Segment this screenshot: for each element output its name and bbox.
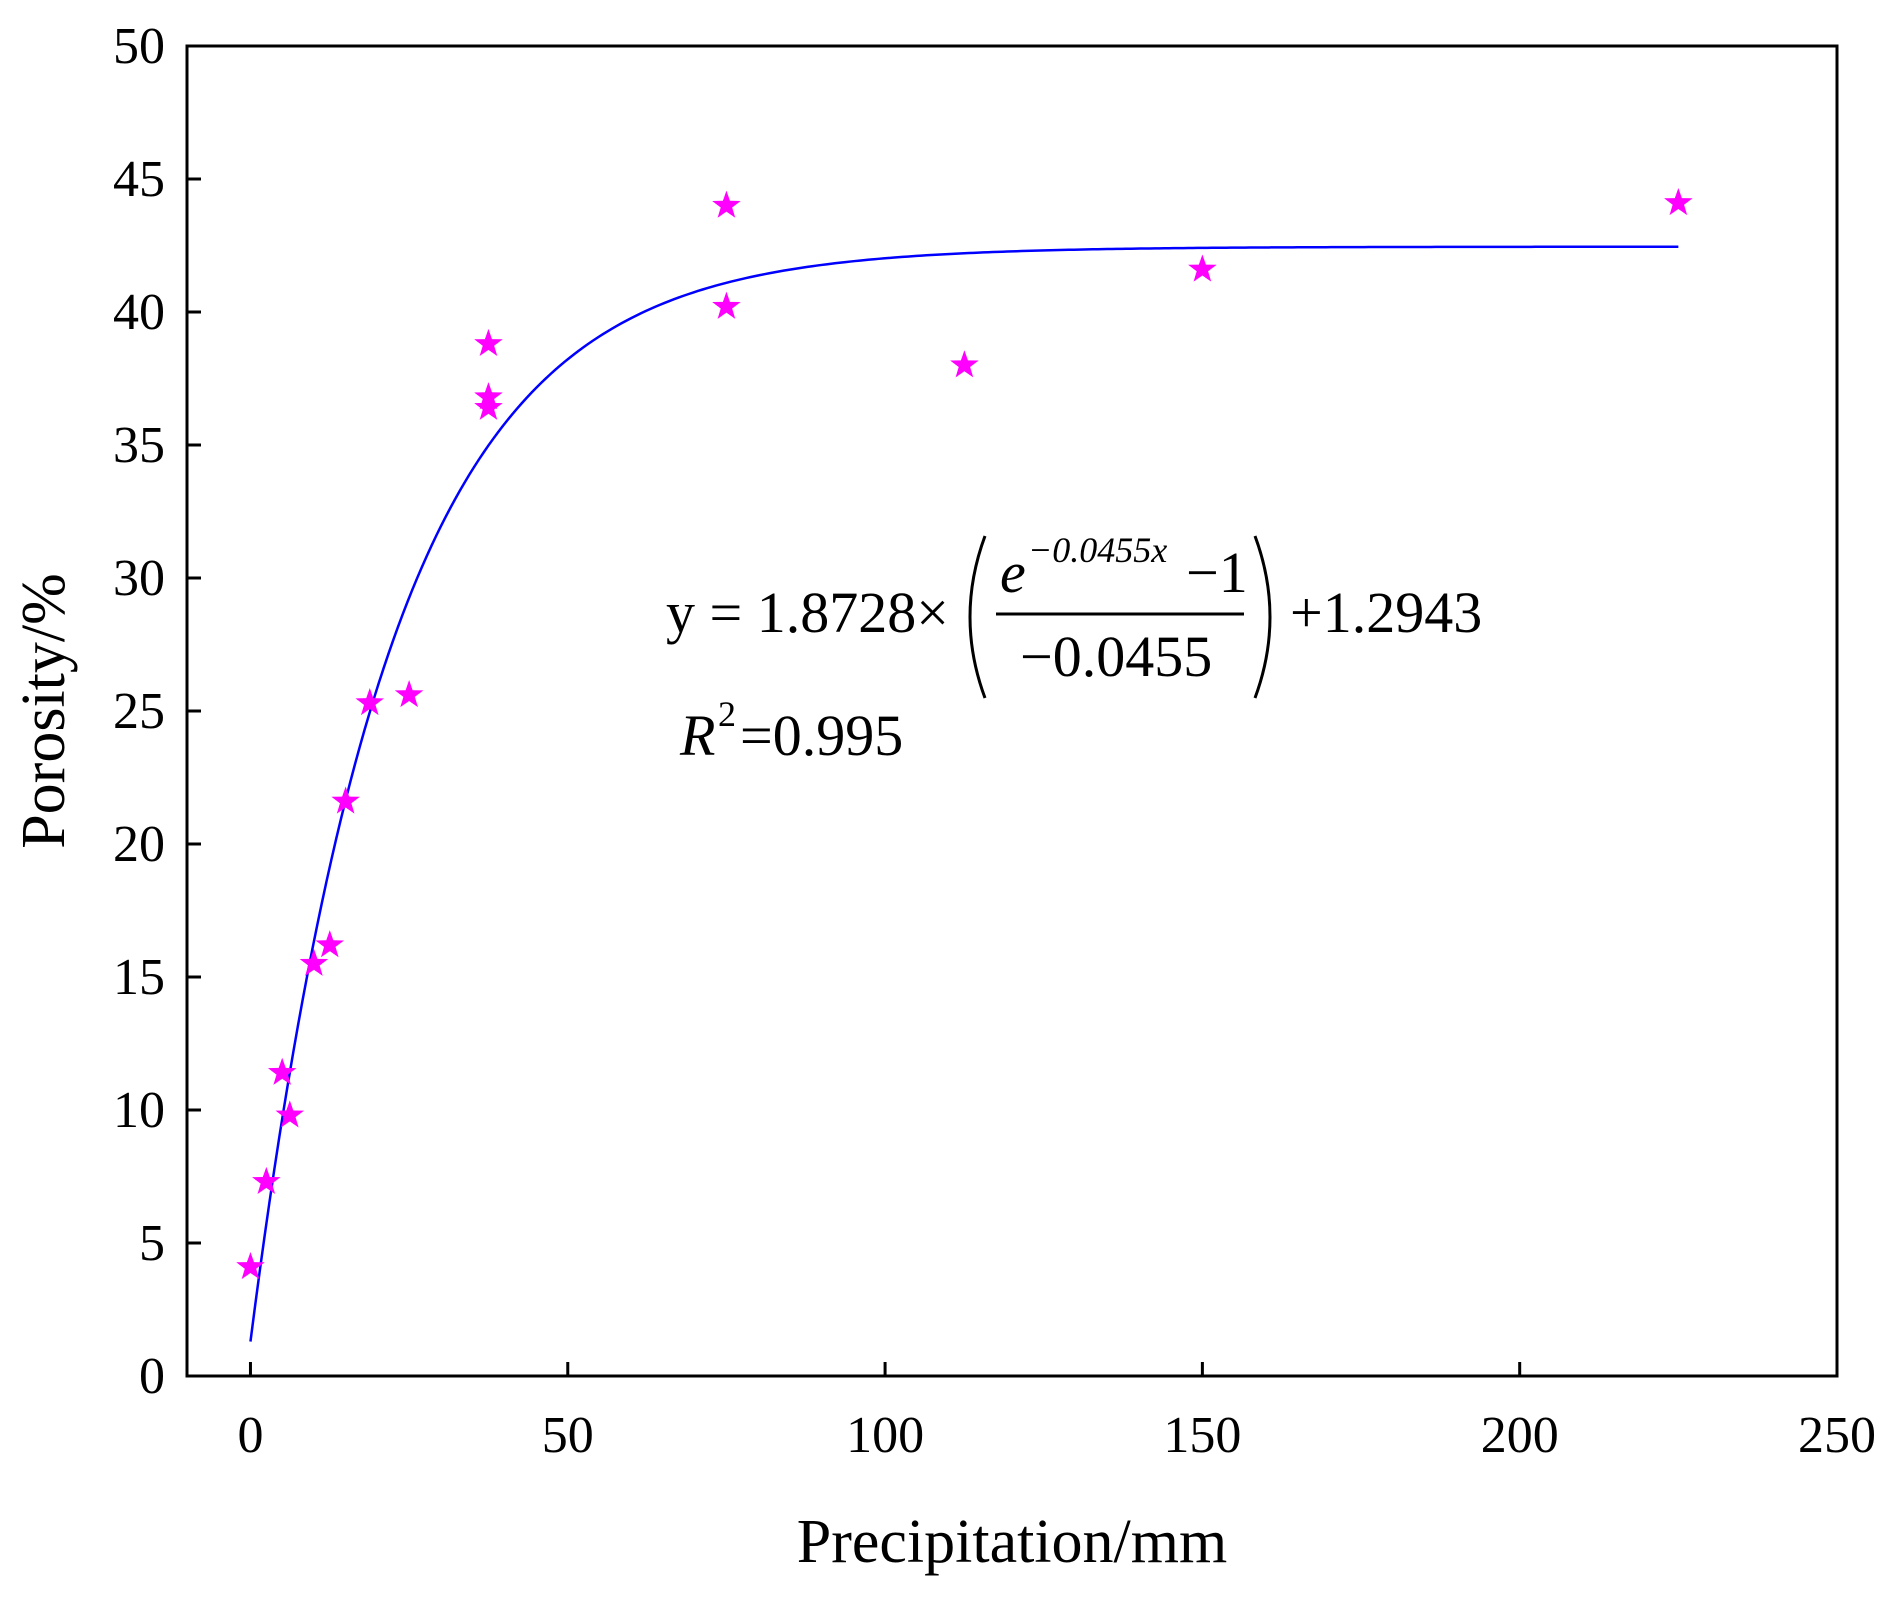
y-axis-ticks: 0 5 10 15 20 25 30 35 40 45 50: [113, 18, 201, 1405]
data-point-star: [236, 1251, 265, 1280]
y-tick-label: 5: [139, 1215, 165, 1272]
eq-numerator-tail: −1: [1186, 540, 1248, 605]
data-points: [236, 187, 1693, 1280]
fit-curve: [249, 245, 1679, 1342]
x-tick-label: 50: [542, 1407, 594, 1464]
y-tick-label: 15: [113, 949, 165, 1006]
data-point-star: [474, 328, 503, 357]
plot-frame: [185, 44, 1839, 1378]
y-tick-label: 30: [113, 550, 165, 607]
x-axis-ticks: 0 50 100 150 200 250: [237, 1362, 1876, 1464]
y-tick-label: 0: [139, 1348, 165, 1405]
data-point-star: [394, 680, 424, 708]
r2-superscript: 2: [718, 694, 736, 734]
data-point-star: [1664, 187, 1693, 216]
data-point-star: [355, 688, 385, 716]
eq-left-paren: [968, 535, 987, 699]
data-point-star: [950, 350, 979, 378]
data-point-star: [331, 786, 360, 814]
eq-right-paren: [1253, 535, 1272, 699]
x-tick-label: 150: [1163, 1407, 1241, 1464]
y-tick-label: 45: [113, 151, 165, 208]
eq-prefix: y = 1.8728×: [666, 580, 949, 645]
data-point-star: [712, 190, 741, 218]
y-tick-label: 50: [113, 18, 165, 75]
data-point-star: [712, 291, 741, 319]
x-tick-label: 0: [237, 1407, 263, 1464]
y-axis-title: Porosity/%: [10, 573, 78, 849]
eq-denominator: −0.0455: [1020, 624, 1212, 689]
data-point-star: [1188, 254, 1217, 282]
data-point-star: [299, 948, 329, 976]
y-tick-label: 40: [113, 284, 165, 341]
data-point-star: [474, 392, 503, 420]
r2-label: R: [679, 703, 715, 768]
r2-value: =0.995: [740, 703, 903, 768]
eq-suffix: +1.2943: [1290, 580, 1482, 645]
r-squared-annotation: R 2 =0.995: [679, 694, 903, 768]
eq-numerator-base: e: [1000, 540, 1026, 605]
data-point-star: [267, 1057, 297, 1085]
data-point-star: [315, 930, 345, 958]
y-tick-label: 10: [113, 1082, 165, 1139]
x-tick-label: 200: [1481, 1407, 1559, 1464]
fit-equation: y = 1.8728× e −0.0455x −1 −0.0455 +1.294…: [666, 530, 1482, 699]
y-tick-label: 20: [113, 816, 165, 873]
y-tick-label: 35: [113, 417, 165, 474]
eq-exponent: −0.0455x: [1028, 530, 1167, 570]
x-axis-title: Precipitation/mm: [797, 1508, 1228, 1576]
x-tick-label: 250: [1798, 1407, 1876, 1464]
data-point-star: [275, 1100, 305, 1128]
x-tick-label: 100: [846, 1407, 924, 1464]
y-tick-label: 25: [113, 683, 165, 740]
data-point-star: [252, 1166, 281, 1194]
